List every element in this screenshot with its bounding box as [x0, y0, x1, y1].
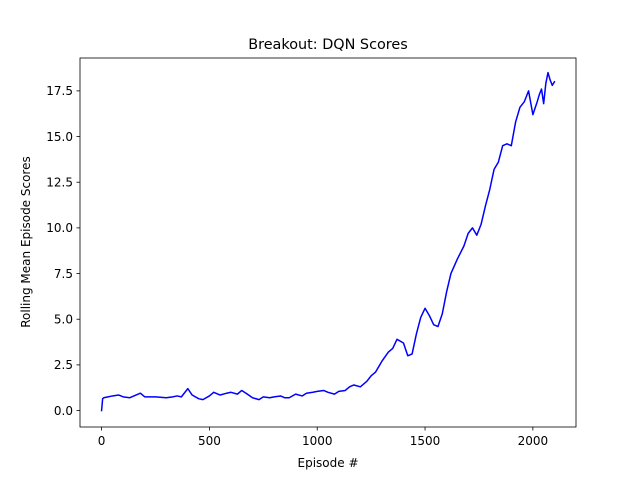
x-axis: 0 500 1000 1500 2000 [98, 427, 548, 448]
y-tick-label: 0.0 [54, 404, 73, 418]
y-tick-label: 17.5 [46, 84, 73, 98]
y-tick-label: 2.5 [54, 358, 73, 372]
y-tick-label: 12.5 [46, 176, 73, 190]
axes-frame [79, 57, 577, 428]
plot-area [79, 57, 577, 428]
x-tick-label: 1500 [410, 434, 441, 448]
y-tick-label: 10.0 [46, 221, 73, 235]
x-tick-label: 2000 [518, 434, 549, 448]
series-line-0 [100, 71, 556, 412]
x-axis-title: Episode # [298, 456, 359, 470]
y-tick-label: 5.0 [54, 313, 73, 327]
x-tick-label: 0 [98, 434, 106, 448]
y-tick-label: 15.0 [46, 130, 73, 144]
x-tick-label: 500 [198, 434, 221, 448]
chart-title: Breakout: DQN Scores [248, 37, 408, 53]
y-tick-label: 7.5 [54, 267, 73, 281]
x-tick-label: 1000 [302, 434, 333, 448]
y-axis: 0.0 2.5 5.0 7.5 10.0 12.5 15.0 17.5 [46, 84, 80, 418]
y-axis-title: Rolling Mean Episode Scores [19, 156, 33, 328]
